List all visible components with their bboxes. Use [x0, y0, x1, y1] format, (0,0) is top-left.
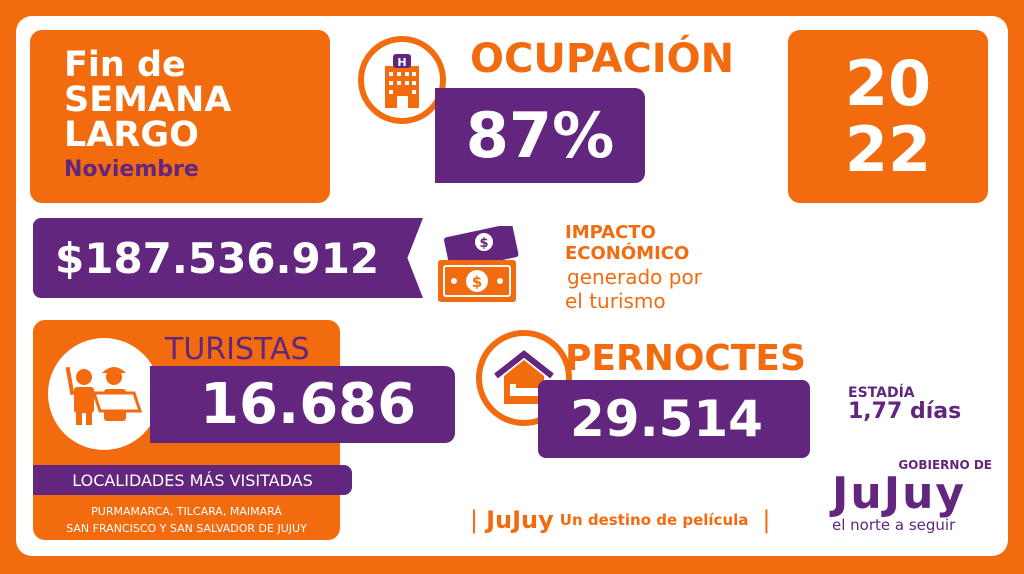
estadia: ESTADÍA 1,77 días — [848, 385, 961, 423]
year-line1: 20 — [844, 46, 932, 120]
impacto-sub2: el turismo — [565, 289, 666, 313]
title-box: Fin de SEMANA LARGO Noviembre — [30, 30, 330, 203]
logo-top: GOBIERNO DE — [898, 458, 992, 472]
ocupacion-value: 87% — [435, 88, 645, 183]
tourists-icon — [48, 338, 160, 450]
pernoctes-label: PERNOCTES — [565, 338, 806, 379]
month: Noviembre — [64, 157, 199, 182]
impacto-sub1: generado por — [567, 265, 702, 289]
divider: | — [470, 506, 479, 534]
tagline: | JuJuy Un destino de película | — [470, 506, 770, 534]
title-line1: Fin de — [64, 45, 186, 85]
ocupacion-label: OCUPACIÓN — [470, 36, 735, 82]
divider: | — [762, 506, 771, 534]
impacto-title2: ECONÓMICO — [565, 243, 690, 264]
estadia-label: ESTADÍA — [848, 385, 915, 401]
gobierno-logo: GOBIERNO DE JuJuy el norte a seguir — [832, 458, 992, 534]
impacto-subtitle: generado por el turismo — [565, 265, 702, 313]
title-line2: SEMANA — [64, 80, 232, 120]
turistas-value: 16.686 — [150, 366, 455, 443]
impacto-title1: IMPACTO — [565, 222, 656, 243]
svg-text:H: H — [397, 56, 406, 69]
localidades-list: PURMAMARCA, TILCARA, MAIMARÁ SAN FRANCIS… — [33, 503, 340, 537]
localidades-label: LOCALIDADES MÁS VISITADAS — [33, 465, 352, 495]
localidades-line1: PURMAMARCA, TILCARA, MAIMARÁ — [91, 505, 282, 518]
svg-text:$: $ — [479, 236, 488, 251]
estadia-value: 1,77 días — [848, 399, 962, 424]
tagline-text: Un destino de película — [559, 511, 749, 529]
logo-brand: JuJuy — [832, 468, 967, 519]
year-box: 20 22 — [788, 30, 988, 203]
money-icon: $ $ — [432, 223, 522, 310]
logo-slogan: el norte a seguir — [832, 516, 956, 534]
impacto-value: $187.536.912 — [33, 218, 423, 298]
title-line3: LARGO — [64, 115, 199, 155]
turistas-label: TURISTAS — [165, 332, 310, 367]
tagline-brand: JuJuy — [486, 506, 554, 534]
localidades-line2: SAN FRANCISCO Y SAN SALVADOR DE JUJUY — [66, 522, 307, 535]
pernoctes-value: 29.514 — [538, 380, 810, 458]
svg-text:$: $ — [472, 273, 482, 291]
year-line2: 22 — [844, 112, 932, 186]
hotel-icon: H — [358, 36, 446, 124]
impacto-title: IMPACTO ECONÓMICO — [565, 222, 689, 264]
